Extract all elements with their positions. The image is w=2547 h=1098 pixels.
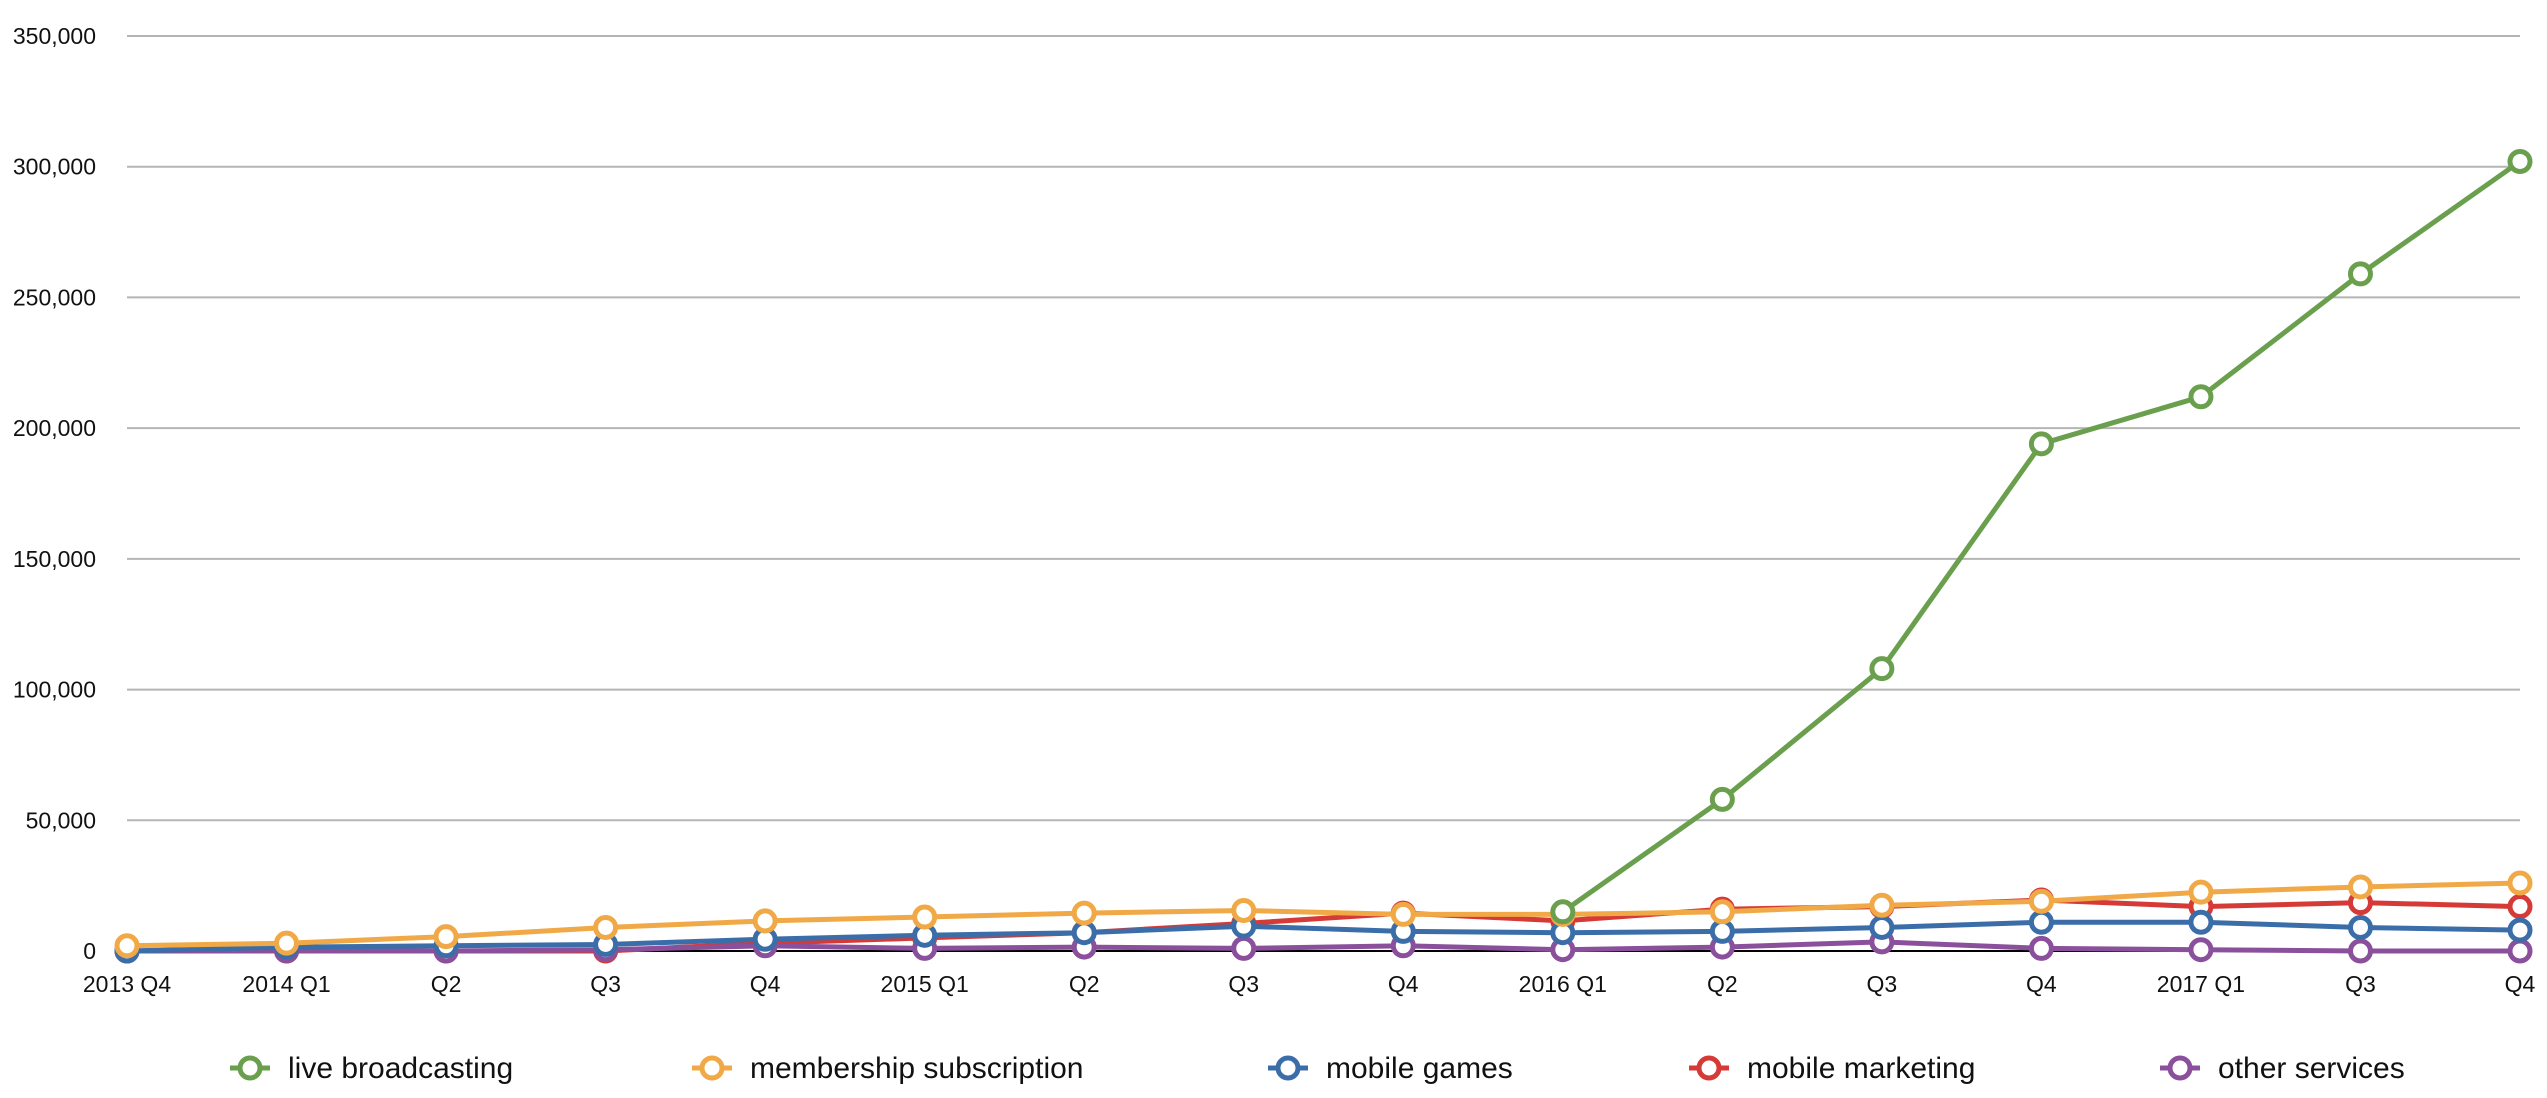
- data-point: [912, 904, 938, 930]
- data-point: [2188, 909, 2214, 935]
- data-point: [2028, 431, 2054, 457]
- legend-label: other services: [2218, 1052, 2405, 1085]
- series-line: [126, 919, 2521, 954]
- x-tick-label: Q3: [1867, 971, 1898, 997]
- series-line: [126, 880, 2521, 949]
- data-point: [752, 908, 778, 934]
- y-tick-label: 0: [83, 938, 96, 964]
- data-point: [274, 930, 300, 956]
- legend-label: live broadcasting: [288, 1052, 513, 1085]
- x-tick-label: 2013 Q4: [83, 971, 171, 997]
- data-point: [1709, 918, 1735, 944]
- x-tick-label: 2015 Q1: [881, 971, 969, 997]
- data-point: [1071, 900, 1097, 926]
- data-point: [2347, 874, 2373, 900]
- data-point: [2507, 894, 2533, 920]
- data-point: [1231, 935, 1257, 961]
- x-tick-label: 2014 Q1: [242, 971, 330, 997]
- data-point: [2347, 261, 2373, 287]
- series-lines: [114, 148, 2533, 964]
- legend-marker: [2167, 1055, 2193, 1081]
- x-tick-label: Q4: [750, 971, 781, 997]
- x-tick-label: Q3: [590, 971, 621, 997]
- x-tick-label: Q3: [1228, 971, 1259, 997]
- data-point: [2507, 870, 2533, 896]
- legend-item: mobile marketing: [1689, 1052, 1975, 1085]
- legend-marker: [699, 1055, 725, 1081]
- data-point: [433, 924, 459, 950]
- gridlines: [127, 35, 2520, 822]
- legend-label: mobile games: [1326, 1052, 1513, 1085]
- x-tick-label: 2017 Q1: [2157, 971, 2245, 997]
- x-tick-label: Q2: [1069, 971, 1100, 997]
- data-point: [2507, 917, 2533, 943]
- data-point: [2507, 148, 2533, 174]
- y-axis-tick-labels: 0 50,000 100,000 150,000 200,000 250,000 300,0…: [13, 23, 96, 964]
- legend-label: mobile marketing: [1747, 1052, 1975, 1085]
- x-tick-label: Q2: [1707, 971, 1738, 997]
- data-point: [1869, 656, 1895, 682]
- legend-item: live broadcasting: [230, 1052, 513, 1085]
- data-point: [2347, 914, 2373, 940]
- legend-item: membership subscription: [692, 1052, 1083, 1085]
- data-point: [1390, 901, 1416, 927]
- y-tick-label: 50,000: [26, 807, 96, 833]
- data-point: [2028, 935, 2054, 961]
- legend-item: mobile games: [1268, 1052, 1513, 1085]
- data-point: [2188, 937, 2214, 963]
- data-point: [2507, 938, 2533, 964]
- x-tick-label: Q2: [431, 971, 462, 997]
- y-tick-label: 300,000: [13, 154, 96, 180]
- y-tick-label: 350,000: [13, 23, 96, 49]
- series-live-broadcasting: [1550, 148, 2533, 925]
- series-line: [1561, 159, 2522, 914]
- x-tick-label: 2016 Q1: [1519, 971, 1607, 997]
- data-point: [2188, 879, 2214, 905]
- data-point: [2028, 888, 2054, 914]
- y-tick-label: 100,000: [13, 677, 96, 703]
- series-mobile-games: [114, 909, 2533, 964]
- data-point: [1869, 892, 1895, 918]
- data-point: [2028, 909, 2054, 935]
- y-tick-label: 200,000: [13, 415, 96, 441]
- data-point: [1071, 920, 1097, 946]
- legend-marker: [1275, 1055, 1301, 1081]
- y-tick-label: 250,000: [13, 284, 96, 310]
- data-point: [1550, 899, 1576, 925]
- legend-label: membership subscription: [750, 1052, 1083, 1085]
- data-point: [1231, 897, 1257, 923]
- x-tick-label: Q4: [2505, 971, 2536, 997]
- data-point: [2188, 384, 2214, 410]
- series-membership-subscription: [114, 870, 2533, 959]
- x-axis-tick-labels: 2013 Q4 2014 Q1 Q2 Q3 Q4 2015 Q1 Q2 Q3 Q4 2016 Q1…: [83, 971, 2536, 997]
- x-tick-label: Q3: [2345, 971, 2376, 997]
- data-point: [114, 933, 140, 959]
- legend-item: other services: [2160, 1052, 2405, 1085]
- data-point: [1869, 914, 1895, 940]
- legend: live broadcasting membership subscription…: [230, 1052, 2405, 1085]
- data-point: [1709, 786, 1735, 812]
- x-tick-label: Q4: [2026, 971, 2057, 997]
- series-line: [127, 939, 2520, 954]
- y-tick-label: 150,000: [13, 546, 96, 572]
- data-point: [2347, 938, 2373, 964]
- legend-marker: [1696, 1055, 1722, 1081]
- x-tick-label: Q4: [1388, 971, 1419, 997]
- data-point: [1709, 899, 1735, 925]
- data-point: [593, 914, 619, 940]
- legend-marker: [237, 1055, 263, 1081]
